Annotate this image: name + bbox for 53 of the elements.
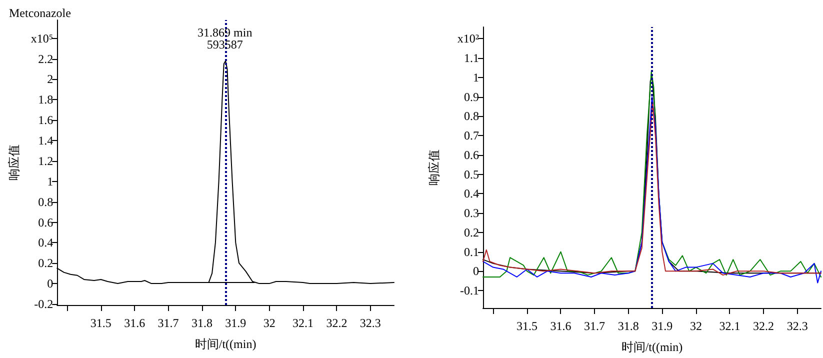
y-tick-label: -0.2: [34, 296, 54, 311]
y-tick-label: 1.1: [464, 51, 479, 66]
x-tick-label: 31.6: [124, 316, 146, 330]
y-tick-label: 1: [47, 174, 54, 188]
y-tick-label: 0.2: [464, 225, 479, 240]
x-tick-label: 31.8: [191, 316, 212, 330]
y-tick-label: 0.8: [464, 109, 479, 124]
y-tick-label: 2.2: [38, 52, 54, 66]
annotation: 31.869 min: [198, 25, 252, 40]
y-tick-label: 0: [473, 264, 479, 278]
y-tick-label: 0.2: [38, 256, 54, 270]
y-tick-label: 0.8: [38, 194, 54, 209]
y-tick-label: 0.3: [464, 206, 479, 220]
x-tick-label: 31.5: [516, 319, 538, 333]
x-tick-label: 31.7: [158, 316, 179, 330]
x-tick-label: 31.7: [584, 319, 606, 333]
y-tick-label: 1.4: [38, 134, 54, 148]
y-tick-label: 1: [473, 70, 479, 84]
y-tick-label: x10²: [457, 32, 480, 46]
y-tick-label: 0.6: [464, 148, 479, 162]
x-tick-label: 32.3: [360, 316, 381, 330]
x-tick-label: 31.5: [90, 316, 112, 330]
y-tick-label: 0.4: [464, 186, 479, 201]
x-tick-label: 31.6: [550, 319, 572, 333]
y-tick-label: x10⁵: [30, 31, 54, 46]
x-axis-title: 时间/t((min): [194, 337, 256, 351]
y-tick-label: 0.1: [464, 244, 479, 259]
x-tick-label: 32: [690, 319, 702, 333]
x-tick-label: 32.1: [719, 319, 740, 333]
y-tick-label: 2: [47, 72, 54, 86]
y-tick-label: 0.5: [464, 167, 479, 182]
x-tick-label: 32.1: [292, 316, 314, 330]
y-tick-label: 0.7: [464, 128, 479, 143]
x-tick-label: 32.2: [326, 316, 348, 330]
y-tick-label: 1.8: [38, 92, 54, 107]
y-tick-label: 0: [47, 276, 54, 291]
x-tick-label: 31.8: [618, 319, 639, 333]
x-axis-title: 时间/t((min): [621, 340, 683, 354]
y-tick-label: 1.6: [38, 113, 54, 128]
annotation: 593587: [206, 38, 243, 52]
x-tick-label: 32: [263, 316, 276, 330]
chart-title: Metconazole: [9, 6, 71, 20]
y-tick-label: 1.2: [38, 154, 54, 168]
y-tick-label: -0.1: [460, 284, 479, 298]
x-tick-label: 32.3: [786, 319, 808, 333]
x-tick-label: 31.9: [652, 319, 673, 333]
x-tick-label: 32.2: [753, 319, 774, 333]
y-tick-label: 0.9: [464, 90, 479, 104]
y-tick-label: 0.4: [38, 236, 54, 250]
x-tick-label: 31.9: [225, 316, 246, 330]
y-axis-title: 响应值: [427, 150, 441, 186]
y-tick-label: 0.6: [38, 215, 54, 230]
y-axis-title: 响应值: [7, 144, 21, 180]
